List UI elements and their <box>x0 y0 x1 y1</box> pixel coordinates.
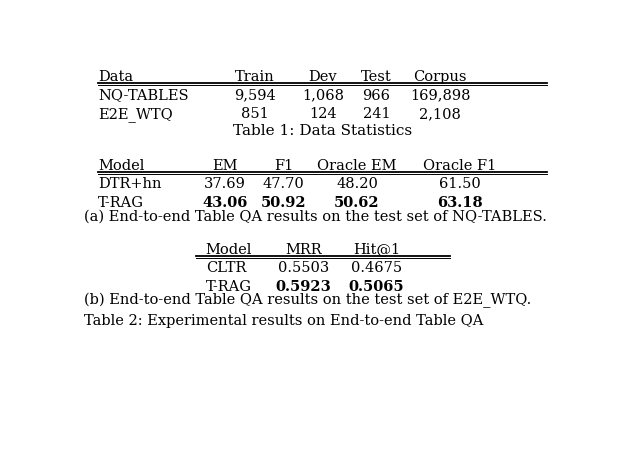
Text: 47.70: 47.70 <box>263 177 305 191</box>
Text: 50.62: 50.62 <box>335 196 380 210</box>
Text: 2,108: 2,108 <box>419 107 461 121</box>
Text: 851: 851 <box>241 107 268 121</box>
Text: Dev: Dev <box>309 70 337 84</box>
Text: Hit@1: Hit@1 <box>353 242 400 257</box>
Text: Model: Model <box>205 242 252 257</box>
Text: 0.5503: 0.5503 <box>278 261 329 275</box>
Text: NQ-TABLES: NQ-TABLES <box>98 89 189 103</box>
Text: MRR: MRR <box>285 242 322 257</box>
Text: Corpus: Corpus <box>413 70 467 84</box>
Text: 0.4675: 0.4675 <box>351 261 402 275</box>
Text: T-RAG: T-RAG <box>205 280 252 294</box>
Text: 1,068: 1,068 <box>302 89 344 103</box>
Text: Oracle EM: Oracle EM <box>318 158 397 172</box>
Text: 0.5923: 0.5923 <box>275 280 331 294</box>
Text: Model: Model <box>98 158 145 172</box>
Text: Test: Test <box>361 70 392 84</box>
Text: 61.50: 61.50 <box>438 177 481 191</box>
Text: 169,898: 169,898 <box>410 89 471 103</box>
Text: Oracle F1: Oracle F1 <box>423 158 496 172</box>
Text: 966: 966 <box>363 89 391 103</box>
Text: T-RAG: T-RAG <box>98 196 144 210</box>
Text: DTR+hn: DTR+hn <box>98 177 162 191</box>
Text: Data: Data <box>98 70 134 84</box>
Text: 9,594: 9,594 <box>234 89 275 103</box>
Text: (a) End-to-end Table QA results on the test set of NQ-TABLES.: (a) End-to-end Table QA results on the t… <box>84 210 546 224</box>
Text: 48.20: 48.20 <box>336 177 378 191</box>
Text: 50.92: 50.92 <box>261 196 307 210</box>
Text: Train: Train <box>234 70 275 84</box>
Text: Table 1: Data Statistics: Table 1: Data Statistics <box>233 124 413 138</box>
Text: 37.69: 37.69 <box>204 177 246 191</box>
Text: 241: 241 <box>363 107 391 121</box>
Text: 0.5065: 0.5065 <box>349 280 404 294</box>
Text: 124: 124 <box>309 107 336 121</box>
Text: 63.18: 63.18 <box>437 196 483 210</box>
Text: (b) End-to-end Table QA results on the test set of E2E_WTQ.: (b) End-to-end Table QA results on the t… <box>84 293 531 308</box>
Text: CLTR: CLTR <box>205 261 246 275</box>
Text: Table 2: Experimental results on End-to-end Table QA: Table 2: Experimental results on End-to-… <box>84 315 483 329</box>
Text: 43.06: 43.06 <box>202 196 248 210</box>
Text: EM: EM <box>212 158 238 172</box>
Text: F1: F1 <box>274 158 294 172</box>
Text: E2E_WTQ: E2E_WTQ <box>98 107 173 122</box>
